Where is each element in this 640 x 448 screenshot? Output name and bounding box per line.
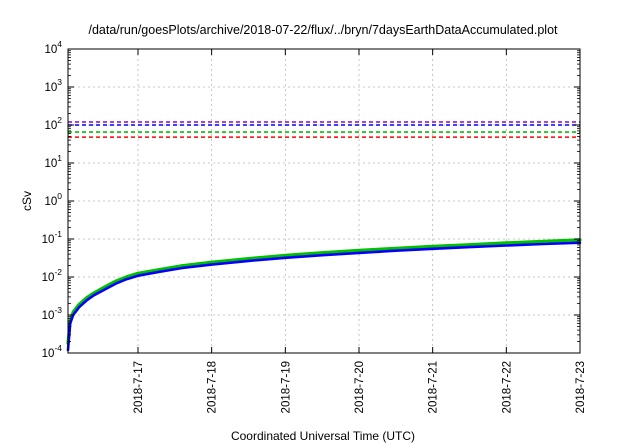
x-tick-label: 2018-7-18 <box>207 361 219 413</box>
y-tick-labels: 10-4 10-3 10-2 10-1 100 101 102 103 104 <box>42 39 63 360</box>
y-axis-label: cSv <box>20 191 34 211</box>
x-tick-label: 2018-7-20 <box>354 361 366 413</box>
y-tick-label: 103 <box>44 77 62 94</box>
chart-title: /data/run/goesPlots/archive/2018-07-22/f… <box>88 23 558 37</box>
y-tick-label: 102 <box>44 115 62 132</box>
x-tick-label: 2018-7-23 <box>575 361 587 413</box>
y-tick-label: 10-3 <box>42 305 63 322</box>
x-tick-label: 2018-7-22 <box>501 361 513 413</box>
x-tick-label: 2018-7-21 <box>428 361 440 413</box>
axis-ticks <box>68 48 581 354</box>
y-tick-label: 104 <box>44 39 62 56</box>
series-line <box>66 238 582 345</box>
y-tick-label: 101 <box>44 153 62 170</box>
series-line <box>66 241 582 352</box>
x-tick-label: 2018-7-17 <box>133 361 145 413</box>
series-lines <box>66 238 582 352</box>
y-tick-label: 10-4 <box>42 343 63 360</box>
y-tick-label: 10-1 <box>42 229 63 246</box>
reference-lines <box>68 121 580 138</box>
x-axis-label: Coordinated Universal Time (UTC) <box>231 429 415 443</box>
y-tick-label: 100 <box>44 191 62 208</box>
x-tick-label: 2018-7-19 <box>280 361 292 413</box>
x-tick-labels: 2018-7-17 2018-7-18 2018-7-19 2018-7-20 2018… <box>133 361 587 413</box>
y-tick-label: 10-2 <box>42 267 63 284</box>
